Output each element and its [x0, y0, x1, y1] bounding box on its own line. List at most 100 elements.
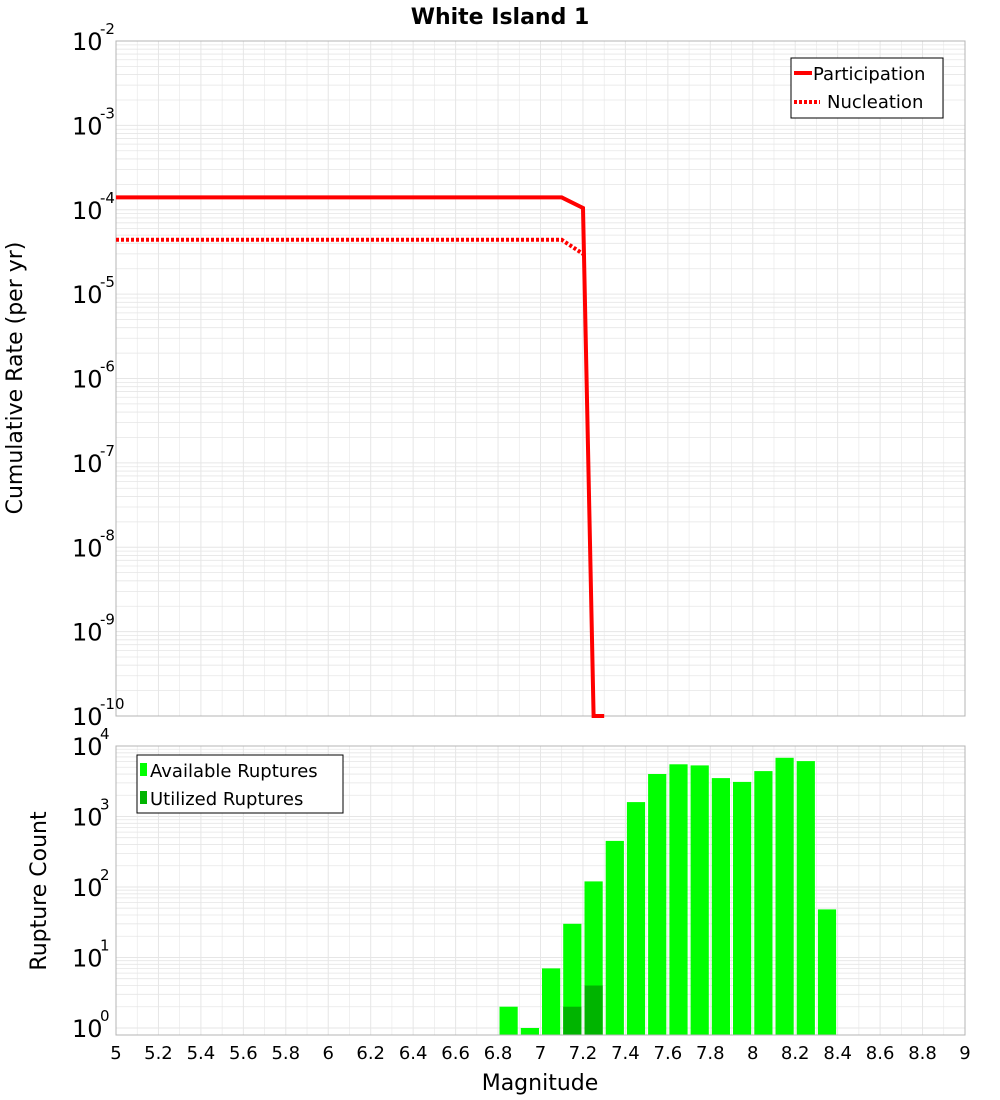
available-rupture-bar [775, 757, 794, 1035]
count-y-tick-exponent: 0 [100, 1007, 110, 1025]
x-tick-label: 6.8 [484, 1043, 513, 1064]
rate-y-tick-label: 10-9 [72, 611, 115, 647]
x-tick-label: 9 [959, 1043, 970, 1064]
count-y-axis-title: Rupture Count [27, 811, 52, 971]
x-tick-label: 5.6 [229, 1043, 258, 1064]
count-y-tick-label: 100 [72, 1007, 110, 1043]
x-tick-label: 7 [535, 1043, 546, 1064]
rate-y-tick-base: 10 [72, 534, 103, 562]
utilized-rupture-bar [563, 1006, 582, 1035]
rate-y-tick-base: 10 [72, 619, 103, 647]
x-tick-label: 8.4 [823, 1043, 852, 1064]
available-rupture-bar [626, 802, 646, 1035]
count-bars [499, 757, 837, 1035]
count-y-tick-label: 104 [72, 725, 110, 761]
x-tick-label: 5.8 [271, 1043, 300, 1064]
available-legend-label: Available Ruptures [150, 761, 318, 782]
x-tick-label: 6 [323, 1043, 334, 1064]
rate-gridlines [115, 41, 966, 717]
utilized-legend-label: Utilized Ruptures [150, 789, 303, 810]
rate-y-tick-exponent: -4 [100, 189, 115, 207]
x-tick-label: 5 [110, 1043, 121, 1064]
x-tick-label: 8.8 [908, 1043, 937, 1064]
rate-y-tick-label: 10-7 [72, 442, 115, 478]
available-legend-swatch [140, 763, 147, 776]
available-rupture-bar [605, 840, 624, 1035]
rate-y-tick-label: 10-2 [72, 20, 115, 56]
x-tick-label: 7.8 [696, 1043, 725, 1064]
rate-y-tick-exponent: -6 [100, 358, 115, 376]
available-rupture-bar [733, 781, 752, 1035]
available-rupture-bar [669, 764, 688, 1035]
rate-y-tick-base: 10 [72, 112, 103, 140]
x-axis-title: Magnitude [482, 1071, 599, 1096]
count-x-ticks: 5 5.2 5.4 5.6 5.8 6 6.2 6.4 6.6 6.8 7 7.2 7.4 7.6 7.8 8… [110, 1043, 970, 1064]
available-rupture-bar [499, 1006, 518, 1035]
available-rupture-bar [754, 771, 773, 1035]
count-y-tick-base: 10 [72, 874, 103, 902]
nucleation-legend-label: Nucleation [827, 92, 923, 113]
available-rupture-bar [796, 761, 815, 1035]
x-tick-label: 6.2 [356, 1043, 385, 1064]
x-tick-label: 5.4 [187, 1043, 216, 1064]
count-y-tick-exponent: 3 [100, 795, 110, 813]
rate-y-tick-base: 10 [72, 703, 103, 731]
rate-y-tick-exponent: -8 [100, 526, 115, 544]
available-rupture-bar [711, 778, 730, 1035]
count-y-tick-base: 10 [72, 803, 103, 831]
available-rupture-bar [817, 909, 837, 1035]
rate-legend: Participation Nucleation [790, 57, 944, 119]
rate-y-tick-label: 10-3 [72, 104, 115, 140]
participation-line [116, 195, 605, 718]
utilized-rupture-bar [584, 985, 603, 1035]
rate-y-tick-label: 10-4 [72, 189, 115, 225]
x-tick-label: 5.2 [144, 1043, 173, 1064]
count-y-tick-label: 102 [72, 866, 110, 902]
count-plot-frame [115, 745, 966, 1036]
rate-y-tick-exponent: -7 [100, 442, 115, 460]
available-rupture-bar [690, 765, 709, 1035]
rate-y-tick-label: 10-6 [72, 358, 115, 394]
count-y-tick-base: 10 [72, 733, 103, 761]
x-tick-label: 7.4 [611, 1043, 640, 1064]
count-y-tick-label: 101 [72, 936, 110, 972]
rate-y-tick-label: 10-10 [72, 695, 125, 731]
rate-legend-box [790, 57, 944, 119]
rate-y-tick-exponent: -3 [100, 104, 115, 122]
count-y-tick-exponent: 4 [100, 725, 110, 743]
x-tick-label: 6.6 [441, 1043, 470, 1064]
rate-y-tick-exponent: -5 [100, 273, 115, 291]
nucleation-line [116, 237, 585, 256]
participation-legend-label: Participation [813, 64, 925, 85]
available-rupture-bar [648, 774, 667, 1035]
rate-y-tick-base: 10 [72, 366, 103, 394]
count-y-tick-exponent: 1 [100, 936, 110, 954]
x-tick-label: 8.6 [866, 1043, 895, 1064]
rate-y-tick-base: 10 [72, 281, 103, 309]
chart-title: White Island 1 [411, 5, 590, 30]
rate-y-tick-label: 10-8 [72, 526, 115, 562]
rate-y-tick-exponent: -2 [100, 20, 115, 38]
count-legend-box [136, 754, 344, 814]
count-y-tick-exponent: 2 [100, 866, 110, 884]
available-rupture-bar [542, 968, 561, 1035]
count-y-tick-base: 10 [72, 1015, 103, 1043]
count-y-tick-label: 103 [72, 795, 110, 831]
rate-y-tick-base: 10 [72, 28, 103, 56]
x-tick-label: 8.2 [781, 1043, 810, 1064]
rate-y-axis-title: Cumulative Rate (per yr) [3, 242, 28, 515]
rate-y-tick-exponent: -10 [100, 695, 125, 713]
x-tick-label: 6.4 [399, 1043, 428, 1064]
rate-series-lines [116, 195, 605, 718]
x-tick-label: 7.6 [654, 1043, 683, 1064]
rate-y-tick-base: 10 [72, 450, 103, 478]
count-y-tick-base: 10 [72, 944, 103, 972]
rate-plot-frame [115, 40, 966, 717]
rate-y-tick-label: 10-5 [72, 273, 115, 309]
x-tick-label: 8 [747, 1043, 758, 1064]
available-rupture-bar [520, 1028, 539, 1035]
